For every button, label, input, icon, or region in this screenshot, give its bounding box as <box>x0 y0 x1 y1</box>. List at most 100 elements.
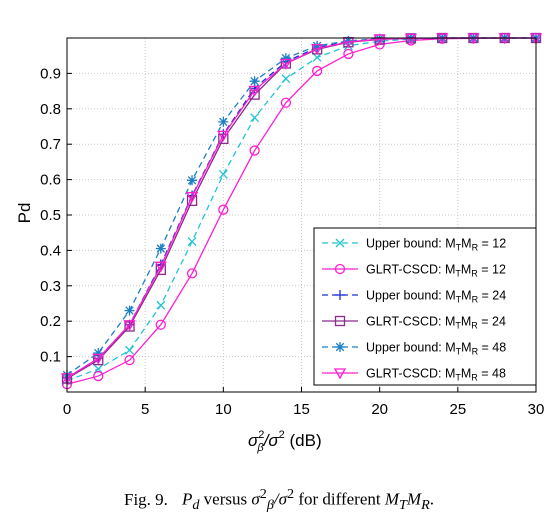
legend-label-sub1: T <box>455 373 461 383</box>
y-tick-label: 0.7 <box>40 136 61 153</box>
x-label-slash: /σ <box>263 431 280 450</box>
x-tick-label: 15 <box>293 401 310 418</box>
caption-p-sub: d <box>192 497 200 514</box>
legend-label-prefix: Upper bound: M <box>366 341 456 355</box>
legend-marker <box>334 263 346 275</box>
data-point <box>217 130 230 142</box>
data-point <box>312 53 322 62</box>
data-point <box>185 191 199 203</box>
data-point <box>343 48 354 60</box>
x-label-unit: (dB) <box>285 431 322 450</box>
x-label-sup: 2 <box>258 429 264 441</box>
data-point <box>218 169 228 179</box>
y-tick-label: 0.8 <box>40 101 61 118</box>
data-point <box>92 353 105 365</box>
data-point <box>124 305 135 316</box>
legend-label-mid: M <box>461 315 471 329</box>
legend-label-sub2: R <box>472 243 479 253</box>
data-point <box>343 35 354 46</box>
data-point <box>123 320 136 332</box>
figure-caption: Fig. 9. Pd versus σ2β/σ2 for different MT… <box>0 486 558 514</box>
tick-labels: 0 5 10 15 20 25 30 0.1 0.2 0.3 0.4 0.5 0.6 0.7 0.8 0.9 <box>40 65 544 418</box>
legend-marker <box>335 238 345 248</box>
legend-label-suffix: = 48 <box>478 341 506 355</box>
legend-label: GLRT-CSCD: MTMR = 48 <box>366 367 506 383</box>
legend-label: Upper bound: MTMR = 48 <box>366 341 506 357</box>
series-line <box>66 37 536 376</box>
x-tick-label: 20 <box>371 401 388 418</box>
data-point <box>311 65 323 77</box>
caption-sigma-sub: β <box>266 497 274 514</box>
data-point <box>279 58 292 70</box>
y-axis-label: Pd <box>15 203 34 224</box>
data-point <box>124 354 135 366</box>
legend-label: Upper bound: MTMR = 12 <box>366 237 506 253</box>
y-tick-label: 0.4 <box>40 242 61 259</box>
x-label-sigma: σ <box>248 431 259 450</box>
legend-entry: Upper bound: MTMR = 24 <box>322 289 506 305</box>
legend-label-prefix: Upper bound: M <box>366 237 456 251</box>
data-point <box>93 370 104 382</box>
legend-label-suffix: = 24 <box>478 289 506 303</box>
data-point <box>93 348 104 359</box>
caption-end: . <box>429 489 434 509</box>
legend-label-sub1: T <box>456 347 462 357</box>
x-label-sub: β <box>256 442 264 454</box>
data-point <box>218 204 229 215</box>
legend-label-suffix: = 48 <box>478 367 506 381</box>
legend-marker <box>334 315 346 327</box>
legend-label: GLRT-CSCD: MTMR = 12 <box>366 263 506 279</box>
legend-label-sub2: R <box>472 295 479 305</box>
data-point <box>187 175 198 186</box>
y-tick-label: 0.1 <box>40 349 61 366</box>
legend-label: Upper bound: MTMR = 24 <box>366 289 506 305</box>
legend-label-suffix: = 12 <box>478 237 506 251</box>
data-point <box>248 85 261 97</box>
legend-entry: GLRT-CSCD: MTMR = 24 <box>322 315 506 331</box>
legend-label-prefix: Upper bound: M <box>366 289 456 303</box>
legend-label-sub2: R <box>472 347 479 357</box>
data-point <box>93 364 103 374</box>
legend-label-mid: M <box>461 263 471 277</box>
legend-marker <box>335 342 345 352</box>
legend-label-mid: M <box>461 341 471 355</box>
legend-label-sub1: T <box>456 243 462 253</box>
legend-label-sub1: T <box>455 321 461 331</box>
caption-m1-sub: T <box>399 497 407 514</box>
x-tick-label: 0 <box>63 401 71 418</box>
legend-entry: GLRT-CSCD: MTMR = 48 <box>322 367 506 383</box>
legend-entry: Upper bound: MTMR = 12 <box>322 237 506 253</box>
data-point <box>249 145 260 156</box>
legend-box <box>313 227 537 386</box>
caption-label: Fig. 9. <box>124 489 168 509</box>
caption-p: P <box>181 489 193 509</box>
x-tick-label: 10 <box>215 401 232 418</box>
x-tick-label: 25 <box>449 401 466 418</box>
legend-label-suffix: = 12 <box>478 263 506 277</box>
data-point <box>156 300 166 310</box>
plot-frame <box>66 37 537 393</box>
y-tick-label: 0.6 <box>40 172 61 189</box>
data-point <box>280 97 292 108</box>
legend-label: GLRT-CSCD: MTMR = 24 <box>366 315 506 331</box>
data-point <box>311 43 324 55</box>
legend-label-suffix: = 24 <box>478 315 506 329</box>
data-point <box>312 40 323 51</box>
legend-label-prefix: GLRT-CSCD: M <box>366 263 455 277</box>
caption-sigma-sup: 2 <box>259 486 267 502</box>
caption-slash-sup: 2 <box>287 486 295 502</box>
y-tick-label: 0.2 <box>40 313 61 330</box>
caption-m1: M <box>384 489 400 509</box>
caption-slash-sigma: /σ <box>273 489 287 509</box>
data-point <box>155 243 166 254</box>
x-axis-label: σ2 β/σ2 (dB) <box>248 429 322 454</box>
y-axis-label-text: Pd <box>15 203 34 224</box>
data-point <box>404 33 418 45</box>
data-point <box>373 34 386 46</box>
legend-marker <box>335 290 345 300</box>
x-label-sup2: 2 <box>279 429 285 441</box>
data-point <box>218 116 229 127</box>
data-point <box>186 268 198 279</box>
y-tick-label: 0.3 <box>40 278 61 295</box>
